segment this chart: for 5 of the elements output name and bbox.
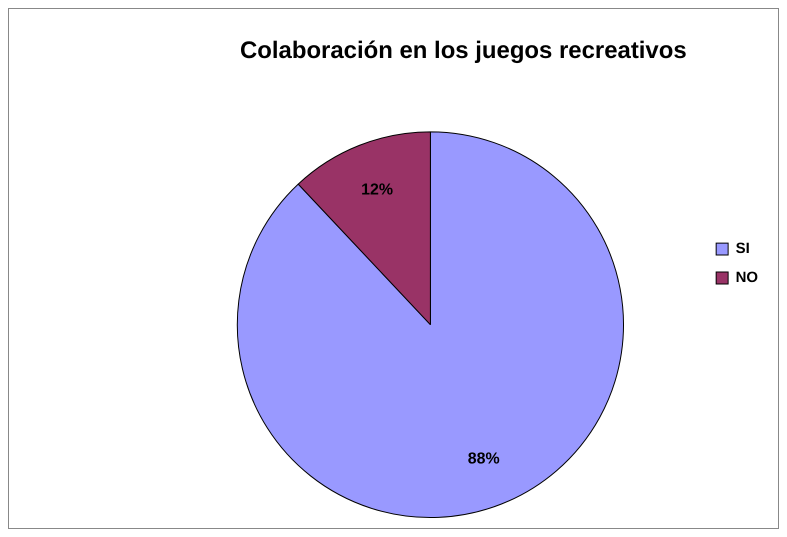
- data-label: 88%: [468, 450, 500, 468]
- legend-label: NO: [736, 269, 758, 286]
- data-label: 12%: [361, 182, 394, 199]
- legend-label: SI: [736, 240, 750, 258]
- chart-title: Colaboración en los juegos recreativos: [240, 36, 687, 64]
